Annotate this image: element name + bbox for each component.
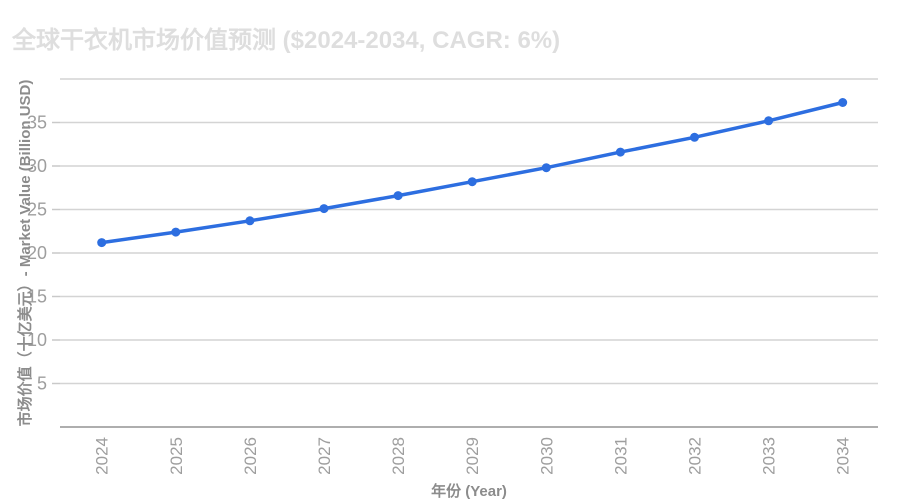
x-tick-label: 2034 (834, 437, 853, 475)
x-tick-label: 2027 (315, 437, 334, 475)
y-tick-label: 25 (27, 200, 47, 220)
x-tick-label: 2033 (760, 437, 779, 475)
data-line (99, 100, 845, 245)
x-tick-label: 2031 (611, 437, 630, 475)
data-point[interactable] (319, 204, 329, 214)
x-tick-label: 2032 (686, 437, 705, 475)
y-tick-label: 5 (37, 374, 47, 394)
y-axis-title: 市场价值（十亿美元）- Market Value (Billion USD) (16, 80, 34, 427)
y-tick-label: 20 (27, 243, 47, 263)
data-point[interactable] (97, 238, 107, 248)
x-tick-label: 2028 (389, 437, 408, 475)
y-tick-label: 35 (27, 113, 47, 133)
data-point[interactable] (541, 163, 551, 173)
x-tick-label: 2025 (167, 437, 186, 475)
x-tick-label: 2024 (93, 437, 112, 475)
x-tick-label: 2029 (463, 437, 482, 475)
y-tick-label: 10 (27, 330, 47, 350)
y-tick-label: 15 (27, 287, 47, 307)
data-point[interactable] (393, 191, 403, 201)
y-tick-label: 30 (27, 156, 47, 176)
data-point[interactable] (690, 132, 699, 142)
x-tick-label: 2030 (537, 437, 556, 475)
data-point[interactable] (171, 227, 181, 237)
data-point[interactable] (615, 147, 625, 157)
data-point[interactable] (245, 216, 255, 226)
chart-title: 全球干衣机市场价值预测 ($2024-2034, CAGR: 6%) (12, 27, 561, 54)
data-point[interactable] (764, 116, 774, 126)
data-point[interactable] (838, 98, 848, 107)
x-axis-title: 年份 (Year) (431, 482, 507, 500)
x-tick-label: 2026 (241, 437, 260, 475)
data-point[interactable] (467, 177, 477, 187)
